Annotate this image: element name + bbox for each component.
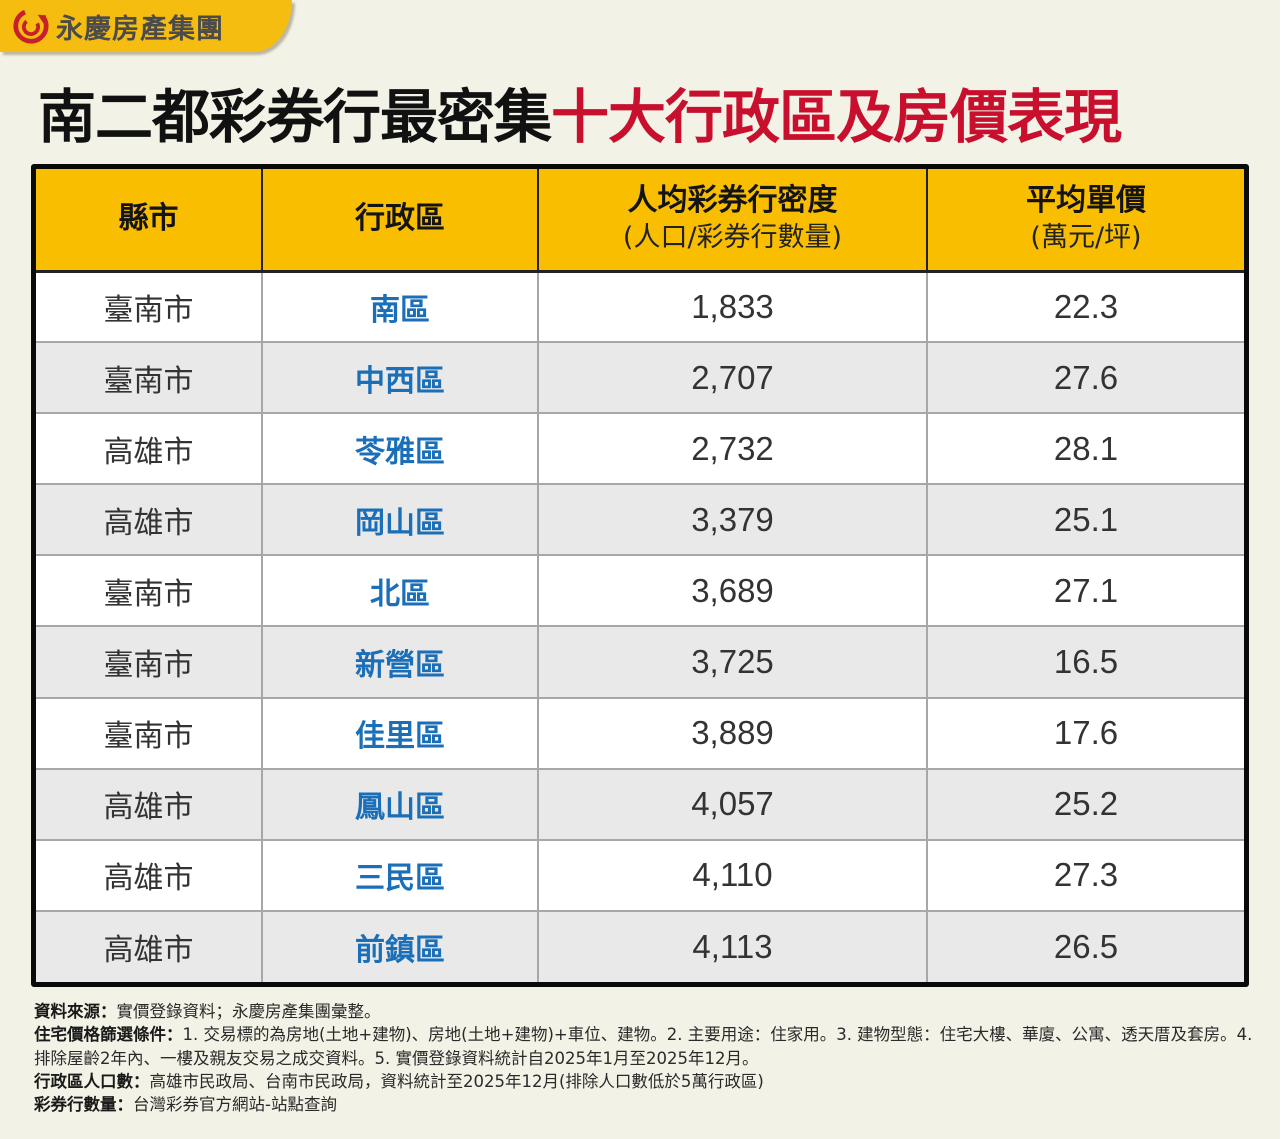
table-row: 臺南市 新營區 3,725 16.5 xyxy=(36,626,1244,699)
cell-density: 4,057 xyxy=(538,768,928,841)
cell-city: 高雄市 xyxy=(36,413,263,486)
cell-price: 27.6 xyxy=(927,342,1244,415)
table-row: 臺南市 中西區 2,707 27.6 xyxy=(36,342,1244,415)
note-source: 資料來源：實價登錄資料；永慶房產集團彙整。 xyxy=(34,1002,381,1021)
note-lottery-count: 彩券行數量：台灣彩券官方網站-站點查詢 xyxy=(34,1095,337,1115)
cell-price: 25.1 xyxy=(927,484,1244,557)
column-header-price: 平均單價 (萬元/坪) xyxy=(927,169,1244,273)
cell-density: 2,707 xyxy=(538,342,928,415)
brand-header: 永慶房產集團 xyxy=(0,0,292,52)
cell-district: 三民區 xyxy=(262,839,539,912)
cell-price: 28.1 xyxy=(927,413,1244,486)
cell-city: 臺南市 xyxy=(36,342,263,415)
cell-price: 27.1 xyxy=(927,555,1244,628)
cell-district: 新營區 xyxy=(262,626,539,699)
note-filter-conditions: 住宅價格篩選條件：1. 交易標的為房地(土地+建物)、房地(土地+建物)+車位、… xyxy=(34,1025,1253,1068)
column-header-density: 人均彩券行密度 (人口/彩券行數量) xyxy=(538,169,928,273)
cell-district: 苓雅區 xyxy=(262,413,539,486)
cell-city: 高雄市 xyxy=(36,910,263,982)
cell-density: 4,110 xyxy=(538,839,928,912)
cell-district: 北區 xyxy=(262,555,539,628)
cell-city: 高雄市 xyxy=(36,768,263,841)
cell-density: 4,113 xyxy=(538,910,928,982)
cell-density: 3,689 xyxy=(538,555,928,628)
brand-name: 永慶房產集團 xyxy=(56,13,224,45)
data-table: 縣市 行政區 人均彩券行密度 (人口/彩券行數量) 平均單價 (萬元/坪) 臺南市 … xyxy=(31,164,1249,987)
table-row: 高雄市 苓雅區 2,732 28.1 xyxy=(36,413,1244,486)
cell-district: 前鎮區 xyxy=(262,910,539,982)
cell-district: 中西區 xyxy=(262,342,539,415)
cell-district: 佳里區 xyxy=(262,697,539,770)
cell-city: 臺南市 xyxy=(36,555,263,628)
title-part-2: 十大行政區及房價表現 xyxy=(551,83,1122,151)
footnotes: 資料來源：實價登錄資料；永慶房產集團彙整。 住宅價格篩選條件：1. 交易標的為房… xyxy=(34,1000,1254,1116)
table-row: 臺南市 北區 3,689 27.1 xyxy=(36,555,1244,628)
cell-price: 26.5 xyxy=(1053,927,1119,965)
page-title: 南二都彩券行最密集十大行政區及房價表現 xyxy=(38,78,1122,156)
cell-district: 南區 xyxy=(262,271,539,344)
cell-price: 17.6 xyxy=(927,697,1244,770)
column-subheader-price: (萬元/坪) xyxy=(1030,222,1142,254)
note-population: 行政區人口數：高雄市民政局、台南市民政局，資料統計至2025年12月(排除人口數… xyxy=(34,1071,764,1091)
cell-city: 高雄市 xyxy=(36,839,263,912)
cell-city: 高雄市 xyxy=(36,484,263,557)
table-row: 高雄市 岡山區 3,379 25.1 xyxy=(36,484,1244,557)
cell-price: 22.3 xyxy=(927,271,1244,344)
cell-density: 3,889 xyxy=(538,697,928,770)
cell-price: 16.5 xyxy=(927,626,1244,699)
cell-price: 27.3 xyxy=(927,839,1244,912)
cell-density: 1,833 xyxy=(538,271,928,344)
cell-district: 岡山區 xyxy=(262,484,539,557)
table-row: 臺南市 佳里區 3,889 17.6 xyxy=(36,697,1244,770)
table-row: 高雄市 三民區 4,110 27.3 xyxy=(36,839,1244,912)
column-subheader-density: (人口/彩券行數量) xyxy=(622,222,843,254)
cell-density: 3,725 xyxy=(538,626,928,699)
circular-arrow-logo-icon xyxy=(13,8,49,44)
column-header-district: 行政區 xyxy=(262,169,539,273)
cell-city: 臺南市 xyxy=(36,271,263,344)
table-row: 高雄市 前鎮區 4,113 26.5 xyxy=(36,910,1244,982)
cell-density: 2,732 xyxy=(538,413,928,486)
column-header-city: 縣市 xyxy=(36,169,263,273)
table-row: 高雄市 鳳山區 4,057 25.2 xyxy=(36,768,1244,841)
table-header-row: 縣市 行政區 人均彩券行密度 (人口/彩券行數量) 平均單價 (萬元/坪) xyxy=(36,169,1244,273)
cell-city: 臺南市 xyxy=(36,626,263,699)
cell-city: 臺南市 xyxy=(36,697,263,770)
title-part-1: 南二都彩券行最密集 xyxy=(38,83,552,151)
table-row: 臺南市 南區 1,833 22.3 xyxy=(36,271,1244,344)
cell-district: 鳳山區 xyxy=(262,768,539,841)
cell-price: 25.2 xyxy=(927,768,1244,841)
cell-density: 3,379 xyxy=(538,484,928,557)
